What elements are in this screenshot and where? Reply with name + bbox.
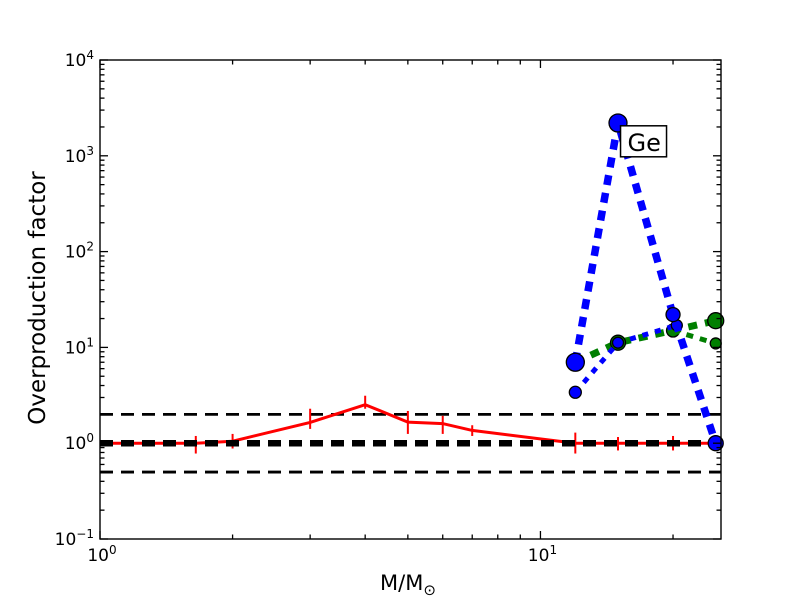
plot-frame (99, 59, 722, 540)
y-tick-label: 103 (65, 144, 94, 167)
series-massive-stars (565, 113, 725, 452)
y-tick-label: 100 (65, 431, 94, 454)
y-tick-label: 101 (65, 335, 94, 358)
data-point-marker (665, 306, 681, 323)
massive-models-blue-lower (568, 319, 683, 399)
dashed-line (571, 121, 720, 445)
data-point-marker (707, 312, 725, 330)
y-tick-label: 104 (65, 48, 94, 71)
axis-ticks (99, 59, 721, 540)
x-axis-label: M/M⊙ (380, 571, 436, 599)
y-tick-labels: 10−1 100 101 102 103 104 (55, 48, 94, 550)
x-tick-labels: 100 101 (87, 543, 557, 566)
ge-annotation-text: Ge (628, 129, 661, 157)
data-point-marker (565, 352, 585, 372)
dashed-line (573, 317, 717, 366)
y-axis-label: Overproduction factor (25, 171, 51, 425)
data-point-marker (611, 336, 625, 349)
massive-models-blue-upper (565, 113, 724, 452)
data-point-marker (568, 385, 582, 399)
x-tick-label: 101 (528, 543, 557, 566)
y-tick-label: 10−1 (55, 527, 94, 550)
x-axis-label-base: M/M (380, 571, 423, 595)
x-tick-label: 100 (87, 543, 116, 566)
ge-annotation-box (619, 125, 668, 158)
y-tick-label: 102 (65, 240, 94, 263)
axes-frame (99, 59, 722, 540)
ge-annotation: Ge (619, 125, 668, 158)
sun-symbol: ⊙ (423, 581, 436, 599)
